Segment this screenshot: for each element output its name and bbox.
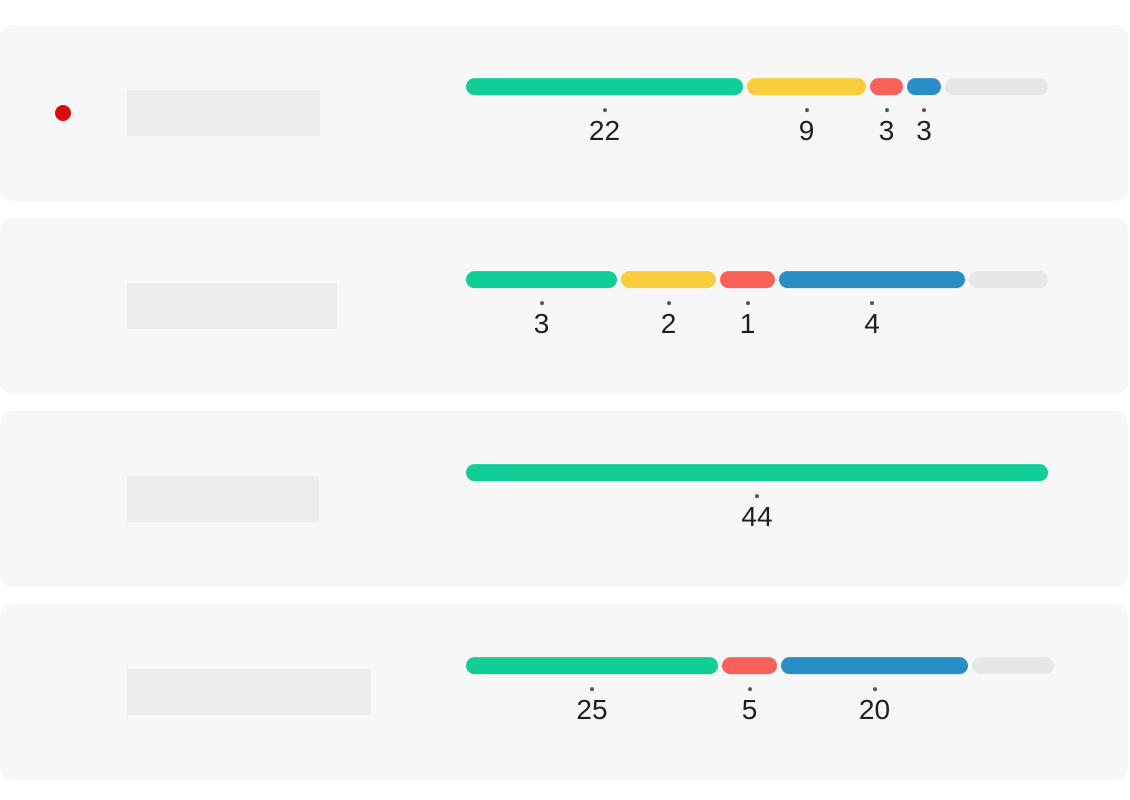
stacked-bar-chart: 44 bbox=[466, 464, 1048, 531]
segment-label-cell: 4 bbox=[779, 301, 965, 338]
bar-segment-green bbox=[466, 78, 743, 96]
segment-labels: 25 5 20 bbox=[466, 687, 1054, 724]
tick-dot-icon bbox=[602, 108, 607, 113]
bar-remainder-track bbox=[972, 657, 1054, 675]
tick-dot-icon bbox=[884, 108, 889, 113]
segment-value: 20 bbox=[858, 694, 891, 726]
segment-label-cell: 22 bbox=[466, 108, 743, 145]
tick-dot-icon bbox=[922, 108, 926, 113]
stacked-bar-chart: 25 5 20 bbox=[466, 657, 1054, 724]
stacked-bar-chart: 3 2 1 4 bbox=[466, 271, 1048, 338]
stacked-bar bbox=[466, 464, 1048, 482]
segment-label-cell: 9 bbox=[747, 108, 866, 145]
segment-labels: 44 bbox=[466, 494, 1048, 531]
segment-label-cell: 3 bbox=[907, 108, 941, 145]
bar-remainder-track bbox=[945, 78, 1048, 96]
bar-segment-yellow bbox=[621, 271, 716, 289]
result-card-row-2[interactable]: 3 2 1 4 bbox=[0, 218, 1128, 394]
tick-dot-icon bbox=[590, 687, 594, 692]
segment-label-cell: 3 bbox=[466, 301, 617, 338]
segment-value: 44 bbox=[741, 501, 773, 533]
bar-segment-green bbox=[466, 657, 718, 675]
segment-value: 22 bbox=[588, 115, 621, 147]
tick-dot-icon bbox=[747, 687, 752, 692]
segment-label-cell: 5 bbox=[722, 687, 777, 724]
stacked-bar bbox=[466, 657, 1054, 675]
tick-dot-icon bbox=[755, 494, 759, 499]
tick-dot-icon bbox=[666, 301, 671, 306]
segment-label-cell: 2 bbox=[621, 301, 716, 338]
text-placeholder bbox=[127, 669, 371, 715]
bar-segment-blue bbox=[779, 271, 965, 289]
stacked-bar-chart: 22 9 3 3 bbox=[466, 78, 1048, 145]
result-card-row-1[interactable]: 22 9 3 3 bbox=[0, 25, 1128, 201]
segment-labels: 22 9 3 3 bbox=[466, 108, 1048, 145]
bar-segment-green bbox=[466, 271, 617, 289]
result-card-row-3[interactable]: 44 bbox=[0, 411, 1128, 587]
segment-label-cell: 3 bbox=[870, 108, 903, 145]
segment-label-cell: 44 bbox=[466, 494, 1048, 531]
text-placeholder bbox=[127, 283, 337, 329]
text-placeholder bbox=[127, 476, 319, 522]
segment-label-cell: 25 bbox=[466, 687, 718, 724]
segment-value: 9 bbox=[798, 115, 815, 147]
bar-segment-red bbox=[720, 271, 775, 289]
bar-segment-yellow bbox=[747, 78, 866, 96]
segment-value: 3 bbox=[916, 115, 932, 147]
tick-dot-icon bbox=[870, 301, 874, 306]
tick-dot-icon bbox=[804, 108, 809, 113]
bar-segment-green bbox=[466, 464, 1048, 482]
text-placeholder bbox=[127, 90, 320, 136]
result-card-row-4[interactable]: 25 5 20 bbox=[0, 604, 1128, 780]
segment-label-cell: 20 bbox=[781, 687, 968, 724]
segment-value: 1 bbox=[739, 308, 756, 340]
segment-value: 4 bbox=[864, 308, 880, 340]
segment-value: 5 bbox=[741, 694, 758, 726]
status-dot-icon bbox=[55, 105, 71, 121]
segment-value: 3 bbox=[878, 115, 895, 147]
stacked-bar bbox=[466, 78, 1048, 96]
bar-remainder-track bbox=[969, 271, 1048, 289]
segment-label-cell: 1 bbox=[720, 301, 775, 338]
tick-dot-icon bbox=[745, 301, 750, 306]
bar-segment-blue bbox=[907, 78, 941, 96]
bar-segment-red bbox=[722, 657, 777, 675]
tick-dot-icon bbox=[539, 301, 544, 306]
tick-dot-icon bbox=[872, 687, 877, 692]
bar-segment-red bbox=[870, 78, 903, 96]
stacked-bar bbox=[466, 271, 1048, 289]
segment-value: 25 bbox=[576, 694, 608, 726]
segment-labels: 3 2 1 4 bbox=[466, 301, 1048, 338]
bar-segment-blue bbox=[781, 657, 968, 675]
segment-value: 3 bbox=[533, 308, 550, 340]
segment-value: 2 bbox=[660, 308, 677, 340]
